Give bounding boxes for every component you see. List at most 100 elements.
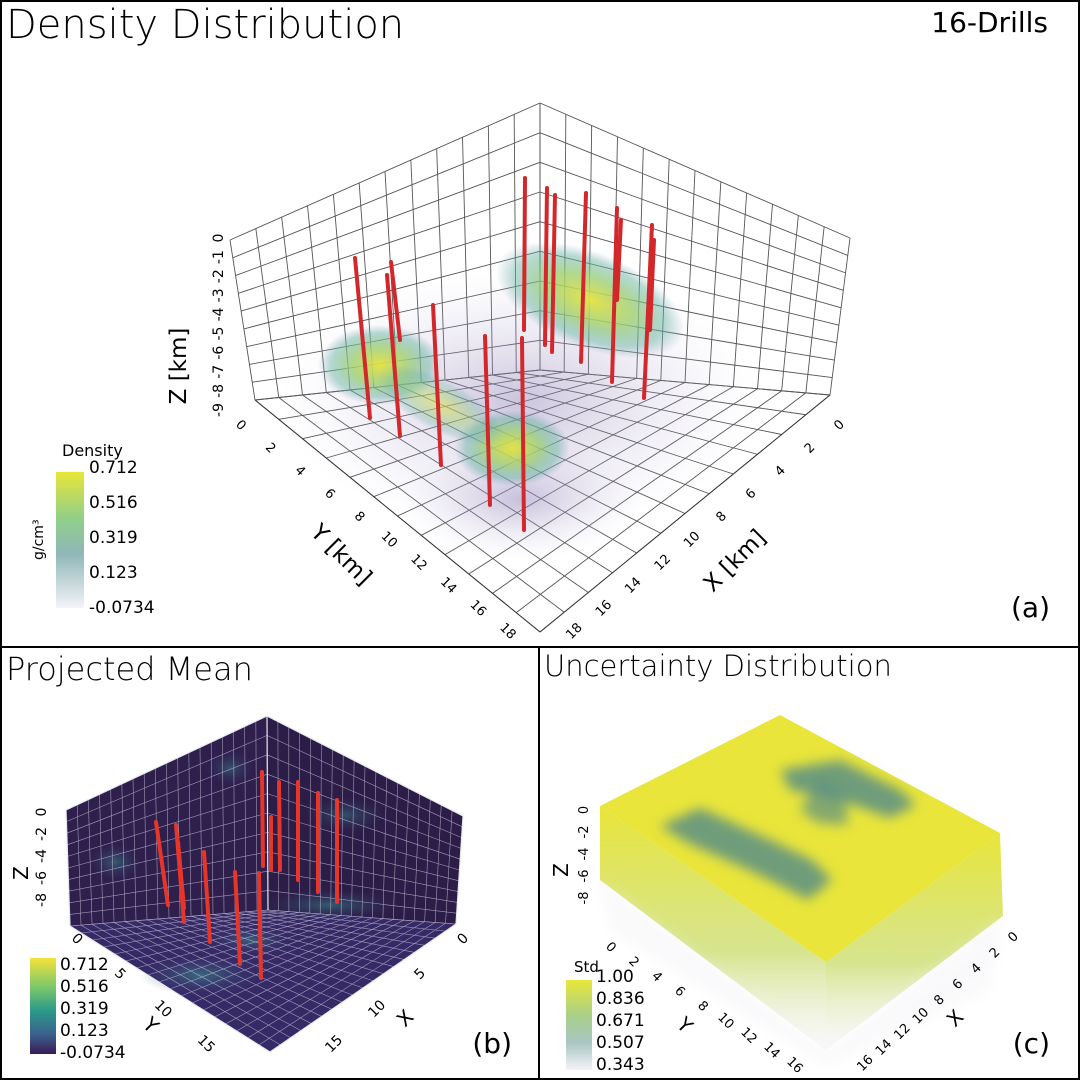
tick-label: 14 (622, 575, 644, 597)
drill-hole (610, 206, 619, 384)
tick-label: -8 (211, 384, 227, 398)
tick-label: 8 (351, 509, 367, 525)
tick-label: 4 (772, 463, 788, 479)
drill-hole (579, 191, 588, 364)
drill-hole (648, 238, 656, 332)
tick-label: 0.712 (60, 955, 109, 975)
panel-c-frame (538, 646, 1080, 1080)
tick-label: 8 (694, 998, 710, 1014)
tick-label: 12 (737, 1025, 759, 1047)
tick-label: 0.507 (596, 1033, 645, 1053)
tick-label: 5 (411, 965, 429, 983)
y-axis-label: Y [km] (305, 519, 377, 591)
drill-holes (353, 176, 656, 532)
drill-hole (202, 850, 212, 944)
drill-hole (257, 871, 263, 980)
z-axis-label: Z [km] (166, 328, 192, 405)
tick-label: 0.319 (60, 999, 109, 1019)
volume-front-fade (600, 880, 1003, 1065)
z-tick-labels: -9 -8 -7 -6 -5 -4 -3 -2 -1 0 (211, 234, 227, 417)
low-std-zone (800, 780, 848, 825)
tick-label: 12 (407, 552, 429, 574)
volume-left-face (600, 806, 826, 1050)
colorbar-gradient (30, 958, 56, 1054)
tick-label: -6 (34, 871, 50, 885)
tick-label: -4 (211, 307, 227, 321)
tick-label: 2 (262, 440, 278, 456)
x-axis-label: X [km] (699, 525, 772, 598)
tick-label: 2 (802, 440, 818, 456)
tick-label: 15 (322, 1032, 346, 1056)
drill-hole (615, 218, 623, 302)
drill-hole (385, 273, 402, 438)
tick-label: -6 (211, 346, 227, 360)
panel-b-drill-holes (154, 770, 339, 980)
tick-label: -2 (577, 826, 592, 839)
tick-label: 10 (378, 529, 400, 551)
tick-label: -9 (211, 403, 227, 417)
tick-label: 0.516 (60, 977, 109, 997)
drill-hole (389, 260, 402, 342)
panel-b-wall-anomaly (305, 797, 385, 833)
panel-c-title: Uncertainty Distribution (544, 649, 892, 683)
panel-b-label: (b) (472, 1027, 512, 1060)
low-std-zone (780, 760, 916, 818)
tick-label: -2 (34, 827, 50, 841)
tick-label: -2 (211, 269, 227, 283)
tick-label: 6 (321, 486, 337, 502)
drill-hole (550, 193, 557, 354)
tick-label: -8 (34, 893, 50, 907)
tick-label: 16 (783, 1054, 805, 1076)
tick-label: 0.516 (89, 493, 138, 513)
tick-label: 4 (292, 463, 308, 479)
tick-label: -5 (211, 327, 227, 341)
drill-hole (260, 770, 265, 868)
density-body-east (495, 241, 685, 359)
panel-c: Uncertainty Distribution -8-6-4-20 02468… (544, 649, 1050, 1077)
tick-label: 14 (760, 1040, 782, 1062)
drill-hole (154, 820, 170, 907)
tick-label: 14 (437, 575, 459, 597)
tick-label: 15 (194, 1032, 218, 1056)
drill-hole (520, 336, 526, 532)
uncertainty-volume (600, 715, 1003, 1065)
tick-label: 0 (454, 930, 472, 948)
tick-label: -6 (577, 870, 592, 883)
drill-hole (176, 840, 186, 910)
colorbar-gradient (56, 472, 84, 608)
tick-label: 0 (232, 417, 248, 433)
tick-label: 1.00 (596, 967, 634, 987)
drills-count-label: 16-Drills (931, 6, 1048, 39)
tick-label: 0 (1005, 929, 1021, 945)
tick-label: 10 (365, 997, 389, 1021)
tick-label: 0 (831, 417, 847, 433)
low-std-zone (660, 808, 832, 900)
density-colorbar: Density g/cm³ 0.712 0.516 0.319 0.123 -0.073… (31, 441, 155, 618)
colorbar-title: Density (62, 441, 123, 460)
volume-top-face (600, 715, 1000, 962)
tick-label: -8 (577, 892, 592, 905)
colorbar-unit: g/cm³ (31, 519, 47, 560)
drill-hole (431, 303, 443, 467)
tick-label: 6 (743, 486, 759, 502)
panel-a: Density Distribution 16-Drills (6, 2, 1050, 643)
tick-label: 0.343 (596, 1055, 645, 1075)
tick-label: -7 (211, 365, 227, 379)
tick-label: 0 (577, 806, 592, 814)
x-axis-label: X (392, 1005, 419, 1032)
tick-label: 6 (671, 984, 687, 1000)
tick-label: 0 (602, 939, 618, 955)
tick-label: 0.319 (89, 528, 138, 548)
colorbar-title: Std (574, 958, 599, 976)
drill-hole (277, 780, 282, 872)
panel-b-title: Projected Mean (6, 650, 253, 688)
tick-label: 10 (681, 529, 703, 551)
panel-c-label: (c) (1013, 1027, 1050, 1060)
tick-label: 0.836 (596, 989, 645, 1009)
tick-label: -4 (34, 849, 50, 863)
panel-b-floor-anomaly (140, 955, 260, 995)
tick-label: 0 (211, 234, 227, 243)
